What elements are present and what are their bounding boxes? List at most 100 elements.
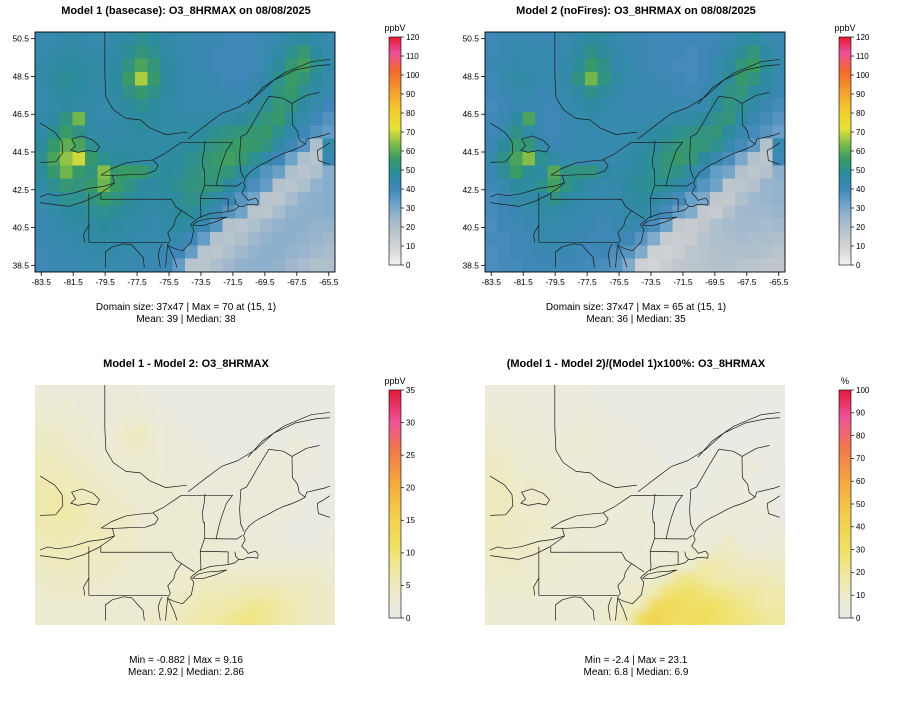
panel-model2: Model 2 (noFires): O3_8HRMAX on 08/08/20… xyxy=(450,0,900,353)
axis-tick-label: -71.5 xyxy=(673,277,693,287)
colorbar-tick-label: 20 xyxy=(856,223,865,232)
colorbar-tick-label: 60 xyxy=(406,147,415,156)
panel-title: Model 1 (basecase): O3_8HRMAX on 08/08/2… xyxy=(61,5,311,17)
axis-tick-label: -67.5 xyxy=(287,277,307,287)
colorbar-tick-label: 90 xyxy=(406,90,415,99)
colorbar-tick-label: 20 xyxy=(406,223,415,232)
y-axis: 38.5 40.5 42.5 44.5 46.5 48.5 50.5 xyxy=(462,34,485,270)
colorbar-tick-label: 80 xyxy=(406,109,415,118)
heatmap-plot-model1: -83.5 -81.5 -79.5 -77.5 -75.5 -73.5 -71.5 -69.5… xyxy=(12,23,420,287)
stats-line-1: Domain size: 37x47 | Max = 65 at (15, 1) xyxy=(545,302,727,313)
axis-tick-label: -81.5 xyxy=(514,277,534,287)
axis-tick-label: -67.5 xyxy=(737,277,757,287)
colorbar-tick-label: 0 xyxy=(406,614,411,623)
colorbar-tick-label: 100 xyxy=(406,71,420,80)
panel-title: (Model 1 - Model 2)/(Model 1)x100%: O3_8… xyxy=(506,358,766,370)
colorbar-tick-label: 40 xyxy=(856,185,865,194)
colorbar-unit-label: ppbV xyxy=(384,376,405,386)
stats-line-2: Mean: 36 | Median: 35 xyxy=(586,314,686,325)
axis-tick-label: 48.5 xyxy=(12,71,29,81)
axis-tick-label: -75.5 xyxy=(609,277,629,287)
axis-tick-label: 46.5 xyxy=(12,109,29,119)
axis-tick-label: 42.5 xyxy=(462,185,479,195)
colorbar-tick-label: 15 xyxy=(406,516,415,525)
colorbar-tick-label: 110 xyxy=(856,52,869,61)
colorbar-unit-label: % xyxy=(841,376,849,386)
axis-tick-label: 50.5 xyxy=(12,34,29,44)
axis-tick-label: -79.5 xyxy=(95,277,115,287)
colorbar-tick-label: 30 xyxy=(856,204,865,213)
axis-tick-label: 44.5 xyxy=(462,147,479,157)
axis-tick-label: 44.5 xyxy=(12,147,29,157)
axis-tick-label: 38.5 xyxy=(12,260,29,270)
x-axis: -83.5 -81.5 -79.5 -77.5 -75.5 -73.5 -71.5 -69.5… xyxy=(482,272,789,287)
axis-tick-label: -73.5 xyxy=(191,277,211,287)
axis-tick-label: -79.5 xyxy=(545,277,565,287)
colorbar-tick-label: 60 xyxy=(856,477,865,486)
stats-line-1: Min = -2.4 | Max = 23.1 xyxy=(584,655,688,666)
colorbar-tick-label: 90 xyxy=(856,409,865,418)
panel-stats: Domain size: 37x47 | Max = 70 at (15, 1)… xyxy=(0,302,372,326)
colorbar-tick-label: 70 xyxy=(856,128,865,137)
colorbar: 0 10 20 30 40 50 60 70 80 90 100% xyxy=(838,376,870,623)
stats-line-2: Mean: 6.8 | Median: 6.9 xyxy=(583,667,689,678)
axis-tick-label: -73.5 xyxy=(641,277,661,287)
heatmap-raster xyxy=(485,385,785,625)
colorbar-tick-label: 60 xyxy=(856,147,865,156)
panel-difference: Model 1 - Model 2: O3_8HRMAX 0 5 10 15 20 25 3… xyxy=(0,353,450,706)
panel-stats: Min = -0.882 | Max = 9.16 Mean: 2.92 | M… xyxy=(0,655,372,679)
colorbar-tick-label: 0 xyxy=(856,261,861,270)
colorbar-tick-label: 80 xyxy=(856,431,865,440)
axis-tick-label: -75.5 xyxy=(159,277,179,287)
y-axis: 38.5 40.5 42.5 44.5 46.5 48.5 50.5 xyxy=(12,34,35,270)
colorbar-tick-label: 10 xyxy=(406,549,415,558)
heatmap-raster xyxy=(35,32,335,272)
axis-tick-label: 42.5 xyxy=(12,185,29,195)
panel-title: Model 1 - Model 2: O3_8HRMAX xyxy=(103,358,269,370)
axis-tick-label: 40.5 xyxy=(12,223,29,233)
axis-tick-label: 50.5 xyxy=(462,34,479,44)
heatmap-raster xyxy=(485,32,785,272)
panel-stats: Min = -2.4 | Max = 23.1 Mean: 6.8 | Medi… xyxy=(450,655,822,679)
colorbar-unit-label: ppbV xyxy=(834,23,855,33)
panel-model1: Model 1 (basecase): O3_8HRMAX on 08/08/2… xyxy=(0,0,450,353)
colorbar-tick-label: 35 xyxy=(406,386,415,395)
axis-tick-label: -77.5 xyxy=(577,277,597,287)
colorbar-tick-label: 100 xyxy=(856,386,870,395)
stats-line-2: Mean: 2.92 | Median: 2.86 xyxy=(127,667,244,678)
heatmap-plot-model2: -83.5 -81.5 -79.5 -77.5 -75.5 -73.5 -71.5 -69.5… xyxy=(462,23,869,287)
stats-line-1: Min = -0.882 | Max = 9.16 xyxy=(129,655,243,666)
colorbar-tick-label: 10 xyxy=(856,591,865,600)
colorbar-tick-label: 20 xyxy=(406,484,415,493)
colorbar-tick-label: 0 xyxy=(406,261,411,270)
colorbar-tick-label: 40 xyxy=(856,523,865,532)
colorbar-tick-label: 70 xyxy=(406,128,415,137)
axis-tick-label: -71.5 xyxy=(223,277,243,287)
axis-tick-label: -83.5 xyxy=(482,277,502,287)
colorbar-tick-label: 30 xyxy=(406,204,415,213)
heatmap-plot-percent-difference: 0 10 20 30 40 50 60 70 80 90 100% xyxy=(485,376,870,625)
axis-tick-label: -77.5 xyxy=(127,277,147,287)
axis-tick-label: -69.5 xyxy=(255,277,275,287)
axis-tick-label: -81.5 xyxy=(64,277,84,287)
colorbar-tick-label: 10 xyxy=(856,242,865,251)
stats-line-2: Mean: 39 | Median: 38 xyxy=(136,314,236,325)
stats-line-1: Domain size: 37x47 | Max = 70 at (15, 1) xyxy=(95,302,277,313)
panel-percent-difference: (Model 1 - Model 2)/(Model 1)x100%: O3_8… xyxy=(450,353,900,706)
heatmap-raster xyxy=(35,385,335,625)
axis-tick-label: 40.5 xyxy=(462,223,479,233)
colorbar-tick-label: 40 xyxy=(406,185,415,194)
colorbar-tick-label: 30 xyxy=(856,545,865,554)
colorbar-unit-label: ppbV xyxy=(384,23,405,33)
panel-title: Model 2 (noFires): O3_8HRMAX on 08/08/20… xyxy=(516,5,756,17)
colorbar-tick-label: 10 xyxy=(406,242,415,251)
colorbar-tick-label: 80 xyxy=(856,109,865,118)
colorbar-tick-label: 120 xyxy=(406,33,420,42)
colorbar-tick-label: 20 xyxy=(856,568,865,577)
axis-tick-label: -83.5 xyxy=(32,277,52,287)
colorbar-tick-label: 25 xyxy=(406,451,415,460)
colorbar-tick-label: 5 xyxy=(406,581,411,590)
